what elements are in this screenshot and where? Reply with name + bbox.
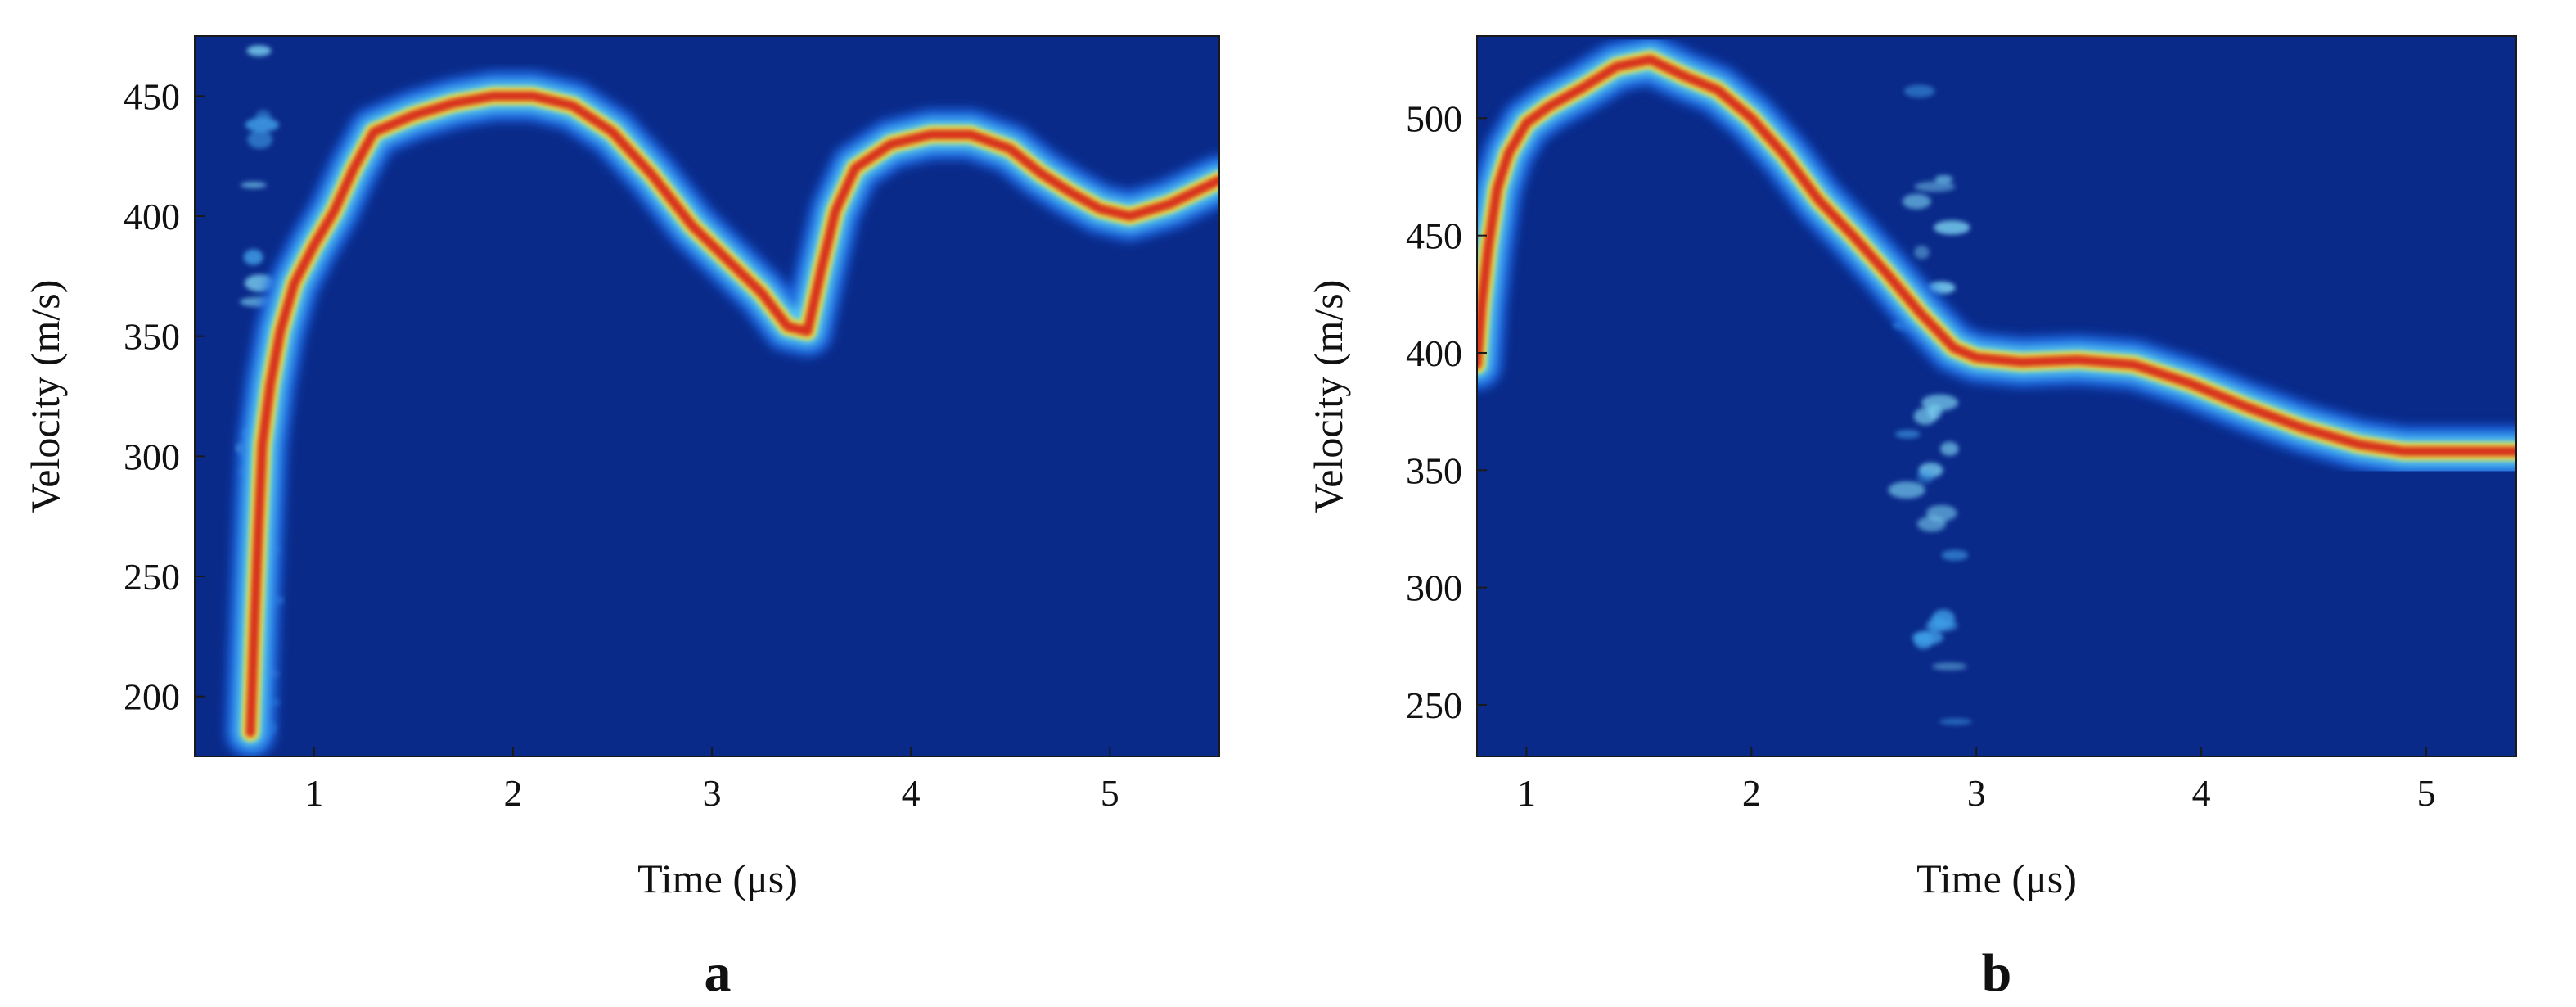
y-tick-label-a: 200 xyxy=(124,676,180,718)
noise-blob xyxy=(1902,193,1931,210)
noise-blob xyxy=(1940,441,1959,456)
y-tick-label-b: 350 xyxy=(1406,449,1462,491)
noise-blob xyxy=(1925,620,1958,632)
noise-blob xyxy=(1932,662,1967,671)
y-axis-label-b: Velocity (m/s) xyxy=(1305,280,1351,513)
noise-blob xyxy=(1912,630,1943,645)
noise-blob xyxy=(240,182,267,188)
x-tick-label-a: 5 xyxy=(1101,772,1119,814)
ridge-line-a xyxy=(245,91,1219,738)
plot-frame-b xyxy=(1476,35,2517,757)
noise-band-b xyxy=(1888,84,1972,725)
y-tick-label-a: 250 xyxy=(124,556,180,598)
x-tick-label-b: 4 xyxy=(2192,772,2211,814)
x-tick-label-b: 5 xyxy=(2417,772,2436,814)
noise-blob xyxy=(245,117,279,133)
plot-area-b xyxy=(1477,36,2516,756)
x-tick-label-b: 3 xyxy=(1967,772,1986,814)
noise-blob xyxy=(1888,481,1925,499)
noise-blob xyxy=(1939,718,1972,725)
spectrogram-b xyxy=(1477,36,2516,725)
noise-blob xyxy=(1934,220,1970,235)
noise-blob xyxy=(1903,84,1935,98)
noise-blob xyxy=(1914,181,1956,192)
noise-blob xyxy=(1927,404,1943,419)
x-tick-label-b: 1 xyxy=(1517,772,1536,814)
y-tick-label-b: 450 xyxy=(1406,215,1462,257)
y-tick-label-a: 400 xyxy=(124,196,180,237)
noise-blob xyxy=(1934,174,1953,183)
x-tick-label-a: 1 xyxy=(304,772,323,814)
y-tick-label-a: 350 xyxy=(124,316,180,358)
panel-b: 1 2 3 4 5 250 300 350 400 450 500 Time (μs) Veloci… xyxy=(1305,35,2517,1003)
noise-blob xyxy=(246,45,272,56)
noise-blob xyxy=(243,249,263,265)
x-tick-label-a: 3 xyxy=(703,772,722,814)
plot-frame-a xyxy=(194,35,1220,757)
y-axis-label-a: Velocity (m/s) xyxy=(22,280,68,513)
x-tick-label-a: 4 xyxy=(902,772,921,814)
y-tick-label-a: 450 xyxy=(124,75,180,117)
noise-blob xyxy=(1916,469,1934,484)
x-axis-label-a: Time (μs) xyxy=(637,856,798,901)
noise-blob xyxy=(1914,245,1930,260)
x-axis-label-b: Time (μs) xyxy=(1916,856,2077,901)
noise-blob xyxy=(1895,430,1921,439)
y-tick-label-b: 250 xyxy=(1406,684,1462,726)
panel-a: 1 2 3 4 5 200 250 300 350 400 450 Time (μs) Veloci… xyxy=(22,35,1220,1003)
y-tick-label-b: 400 xyxy=(1406,332,1462,374)
noise-blob xyxy=(247,130,273,149)
panel-label-a: a xyxy=(705,943,732,1003)
x-tick-label-a: 2 xyxy=(503,772,522,814)
y-tick-label-b: 300 xyxy=(1406,567,1462,609)
panel-label-b: b xyxy=(1982,943,2012,1003)
spectrogram-a xyxy=(225,45,1219,756)
y-tick-label-b: 500 xyxy=(1406,97,1462,139)
ridge-line-b xyxy=(1477,54,2516,457)
noise-blob xyxy=(1916,516,1947,532)
x-tick-label-b: 2 xyxy=(1742,772,1761,814)
y-tick-label-a: 300 xyxy=(124,436,180,477)
noise-blob xyxy=(1941,549,1969,561)
